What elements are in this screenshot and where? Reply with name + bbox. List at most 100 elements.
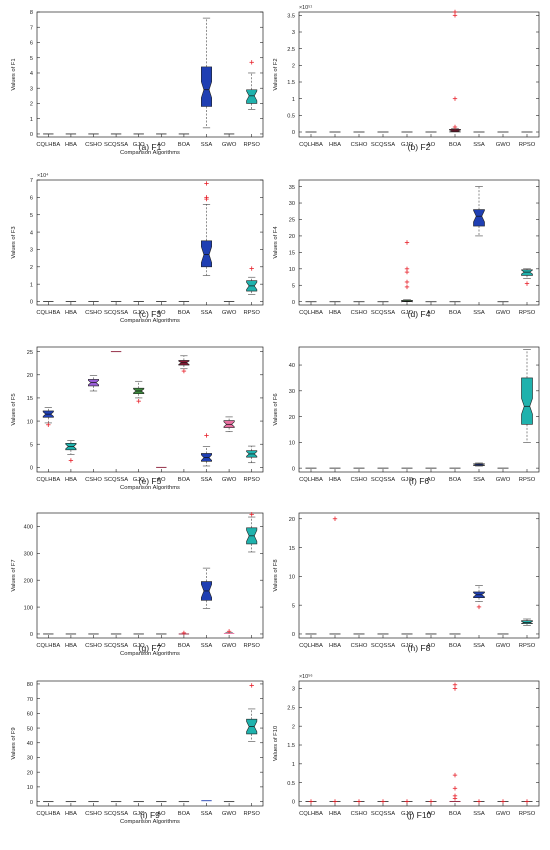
outlier-marker: [452, 9, 458, 15]
x-tick-label: SSA: [473, 643, 485, 649]
x-tick-label: GWO: [496, 310, 511, 316]
x-tick-label: GWO: [496, 142, 511, 148]
y-tick-label: 25: [27, 350, 33, 356]
panel-caption: (j) F10: [407, 810, 432, 820]
box-hba: [329, 516, 341, 635]
y-tick-label: 10: [289, 441, 295, 447]
x-tick-label: HBA: [329, 310, 341, 316]
box-body: [246, 89, 258, 104]
x-tick-label: GJO: [133, 811, 145, 817]
outlier-marker: [380, 799, 386, 804]
x-tick-label: HBA: [65, 811, 77, 817]
outlier-marker: [249, 512, 254, 517]
axis-exponent: ×10⁴: [37, 173, 49, 179]
plot-frame: [298, 346, 540, 473]
y-tick-label: 15: [27, 396, 33, 402]
outlier-marker: [404, 284, 410, 290]
x-tick-label: SCQSSA: [104, 477, 128, 483]
x-tick-label: RPSO: [243, 310, 260, 316]
y-axis-label: Values of F1: [11, 58, 17, 90]
y-tick-label: 30: [27, 756, 33, 762]
box-rpso: [246, 266, 258, 295]
x-tick-label: GWO: [222, 811, 237, 817]
y-tick-label: 60: [27, 712, 33, 718]
outlier-marker: [452, 686, 458, 691]
plot-frame: [298, 11, 540, 138]
y-tick-label: 20: [289, 234, 295, 240]
outlier-marker: [404, 279, 410, 285]
x-tick-label: SSA: [201, 477, 213, 483]
y-tick-label: 20: [289, 517, 295, 523]
y-tick-label: 0: [292, 632, 295, 638]
x-tick-label: CSHO: [351, 142, 368, 148]
x-tick-label: RPSO: [519, 477, 536, 483]
x-tick-label: SSA: [201, 310, 213, 316]
panel-caption: (b) F2: [408, 142, 431, 152]
panel-c-f3: 0 1 2 3 4 5 6 7 ×10⁴ Values of F3 CQLHBA HBA CSHO SCQ…: [11, 173, 264, 324]
x-tick-label: SSA: [473, 310, 485, 316]
box-hba: [65, 440, 77, 463]
x-tick-label: HBA: [65, 310, 77, 316]
x-tick-label: SCQSSA: [371, 310, 395, 316]
y-axis-label: Values of F7: [11, 559, 17, 591]
x-tick-label: CQLHBA: [36, 310, 60, 316]
box-ssa: [473, 585, 485, 610]
x-tick-label: CSHO: [85, 643, 102, 649]
x-tick-label: SCQSSA: [104, 811, 128, 817]
outlier-marker: [204, 195, 209, 200]
y-axis-label: Values of F2: [273, 58, 279, 90]
x-tick-label: AO: [427, 811, 436, 817]
y-tick-label: 50: [27, 726, 33, 732]
x-tick-label: CSHO: [85, 310, 102, 316]
box-gwo: [223, 629, 235, 634]
x-tick-label: CSHO: [85, 477, 102, 483]
x-tick-label: BOA: [449, 142, 461, 148]
x-tick-label: CSHO: [351, 310, 368, 316]
box-ssa: [473, 799, 485, 804]
y-tick-label: 1.5: [287, 80, 295, 86]
panel-caption: (h) F8: [408, 643, 431, 653]
outlier-marker: [428, 799, 434, 804]
x-tick-label: CSHO: [351, 477, 368, 483]
panel-caption: (g) F7: [139, 643, 162, 653]
panel-e-f5: 0 5 10 15 20 25 Values of F5 CQLHBA HBA CSHO SCQSS…: [11, 346, 264, 491]
box-rpso: [246, 683, 258, 742]
x-tick-label: SCQSSA: [104, 310, 128, 316]
y-tick-label: 70: [27, 697, 33, 703]
y-tick-label: 300: [24, 552, 33, 558]
box-cqlhba: [305, 799, 317, 804]
y-tick-label: 3: [292, 687, 295, 693]
x-tick-label: HBA: [65, 643, 77, 649]
y-tick-label: 0: [292, 130, 295, 136]
y-tick-label: 0: [292, 800, 295, 806]
y-tick-label: 2.5: [287, 706, 295, 712]
box-rpso: [246, 60, 258, 110]
x-tick-label: RPSO: [519, 643, 536, 649]
y-axis-label: Values of F8: [273, 559, 279, 591]
y-axis-label: Values of F6: [273, 393, 279, 425]
outlier-marker: [181, 630, 187, 636]
panel-i-f9: 0 10 20 30 40 50 60 70 80 Values of F9 CQLHBA HBA CS…: [11, 680, 264, 825]
y-tick-label: 15: [289, 546, 295, 552]
outlier-marker: [249, 266, 254, 271]
y-tick-label: 35: [289, 185, 295, 191]
plot-frame: [298, 179, 540, 306]
box-boa: [178, 630, 190, 636]
x-tick-label: RPSO: [243, 142, 260, 148]
x-tick-label: RPSO: [243, 643, 260, 649]
x-tick-label: AO: [427, 310, 436, 316]
y-tick-label: 25: [289, 218, 295, 224]
x-tick-label: HBA: [329, 643, 341, 649]
box-cqlhba: [42, 407, 54, 427]
y-tick-label: 0: [292, 466, 295, 472]
y-tick-label: 20: [289, 415, 295, 421]
x-tick-label: SSA: [473, 142, 485, 148]
x-tick-label: RPSO: [519, 142, 536, 148]
x-tick-label: GWO: [222, 643, 237, 649]
x-tick-label: GJO: [401, 477, 413, 483]
panel-caption: (d) F4: [408, 309, 431, 319]
x-tick-label: CQLHBA: [36, 477, 60, 483]
y-tick-label: 40: [289, 363, 295, 369]
box-csho: [88, 375, 99, 392]
